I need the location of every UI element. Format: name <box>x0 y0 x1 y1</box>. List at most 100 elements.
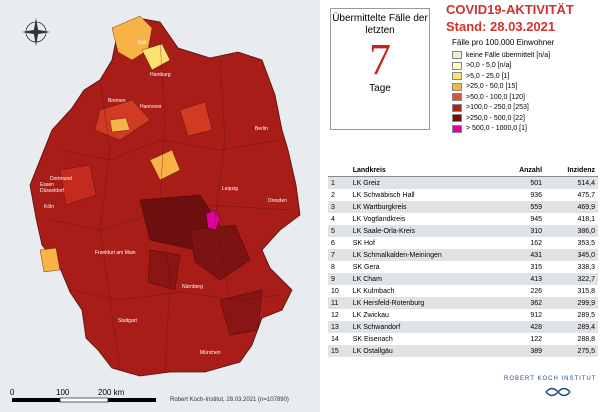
cell-landkreis: LK Wartburgkreis <box>349 201 500 213</box>
scale-label-100: 100 <box>56 388 70 397</box>
legend-item: >25,0 - 50,0 [15] <box>452 82 550 93</box>
cell-anzahl: 559 <box>499 201 546 213</box>
legend-label: >250,0 - 500,0 [22] <box>466 114 525 122</box>
legend-item: >50,0 - 100,0 [120] <box>452 92 550 103</box>
table-row: 5 LK Saale-Orla-Kreis 310 386,0 <box>328 225 598 237</box>
info-text: Übermittelte Fälle der letzten <box>332 13 428 36</box>
germany-map <box>12 15 301 403</box>
cell-inzidenz: 289,4 <box>545 321 598 333</box>
city-label: Nürnberg <box>182 284 203 290</box>
district-lines <box>49 39 291 373</box>
city-label: Hamburg <box>150 72 171 78</box>
legend-item: keine Fälle übermittelt [n/a] <box>452 50 550 61</box>
table-row: 8 SK Gera 315 338,3 <box>328 261 598 273</box>
cell-anzahl: 362 <box>499 297 546 309</box>
table-row: 7 LK Schmalkalden-Meiningen 431 345,0 <box>328 249 598 261</box>
city-label: Leipzig <box>222 186 238 192</box>
cell-anzahl: 431 <box>499 249 546 261</box>
city-label: Bremen <box>108 98 126 104</box>
table-row: 10 LK Kulmbach 226 315,8 <box>328 285 598 297</box>
legend-swatch <box>452 103 462 112</box>
legend-item: >5,0 - 25,0 [1] <box>452 71 550 82</box>
legend-item: > 500,0 - 1000,0 [1] <box>452 124 550 135</box>
cell-anzahl: 315 <box>499 261 546 273</box>
cell-rank: 10 <box>328 285 350 297</box>
cell-rank: 8 <box>328 261 350 273</box>
info-panel: Übermittelte Fälle der letzten 7 Tage CO… <box>326 0 600 412</box>
legend-swatch <box>452 93 462 102</box>
germany-outline <box>29 17 301 377</box>
cell-rank: 12 <box>328 309 350 321</box>
table-row: 6 SK Hof 162 353,5 <box>328 237 598 249</box>
legend-item: >0,0 - 5,0 [n/a] <box>452 61 550 72</box>
cell-rank: 2 <box>328 189 350 201</box>
cell-landkreis: LK Zwickau <box>349 309 500 321</box>
region-mid-5 <box>179 101 213 137</box>
cell-rank: 15 <box>328 345 350 357</box>
region-high-4 <box>147 249 181 291</box>
cell-anzahl: 122 <box>499 333 546 345</box>
cell-inzidenz: 322,7 <box>545 273 598 285</box>
city-label: Dortmund <box>50 176 72 182</box>
cell-rank: 9 <box>328 273 350 285</box>
legend-swatch <box>452 114 462 123</box>
cell-landkreis: LK Cham <box>349 273 500 285</box>
city-label: Kiel <box>138 40 147 46</box>
legend-label: >25,0 - 50,0 [15] <box>466 83 518 91</box>
col-header-inzidenz: Inzidenz <box>545 164 598 177</box>
legend-label: >100,0 - 250,0 [253] <box>466 104 529 112</box>
cell-anzahl: 310 <box>499 225 546 237</box>
cell-rank: 3 <box>328 201 350 213</box>
cell-inzidenz: 338,3 <box>545 261 598 273</box>
region-mid-2 <box>149 149 181 181</box>
table-row: 1 LK Greiz 501 514,4 <box>328 176 598 189</box>
cell-anzahl: 413 <box>499 273 546 285</box>
cell-landkreis: LK Saale-Orla-Kreis <box>349 225 500 237</box>
table-row: 13 LK Schwandorf 428 289,4 <box>328 321 598 333</box>
cell-landkreis: LK Kulmbach <box>349 285 500 297</box>
cell-anzahl: 162 <box>499 237 546 249</box>
cell-rank: 5 <box>328 225 350 237</box>
cell-landkreis: LK Vogtlandkreis <box>349 213 500 225</box>
city-label: München <box>200 350 221 356</box>
legend-swatch <box>452 61 462 70</box>
cell-inzidenz: 275,5 <box>545 345 598 357</box>
table-row: 14 SK Eisenach 122 288,8 <box>328 333 598 345</box>
cell-anzahl: 226 <box>499 285 546 297</box>
cell-inzidenz: 315,8 <box>545 285 598 297</box>
cell-landkreis: SK Gera <box>349 261 500 273</box>
table-row: 9 LK Cham 413 322,7 <box>328 273 598 285</box>
table-body: 1 LK Greiz 501 514,4 2 LK Schwäbisch Hall 936 4… <box>328 176 598 357</box>
region-high-3 <box>219 289 263 336</box>
legend-swatch <box>452 124 462 133</box>
cell-inzidenz: 288,8 <box>545 333 598 345</box>
cell-inzidenz: 469,9 <box>545 201 598 213</box>
cell-inzidenz: 345,0 <box>545 249 598 261</box>
table-row: 2 LK Schwäbisch Hall 936 475,7 <box>328 189 598 201</box>
table-row: 15 LK Ostallgäu 389 275,5 <box>328 345 598 357</box>
legend-label: >0,0 - 5,0 [n/a] <box>466 62 512 70</box>
col-header-landkreis: Landkreis <box>349 164 500 177</box>
cell-inzidenz: 299,9 <box>545 297 598 309</box>
cell-landkreis: LK Hersfeld-Rotenburg <box>349 297 500 309</box>
cell-rank: 14 <box>328 333 350 345</box>
rki-wordmark: ROBERT KOCH INSTITUT <box>504 376 597 382</box>
cell-inzidenz: 418,1 <box>545 213 598 225</box>
city-label: Essen <box>40 182 54 188</box>
legend-label: >5,0 - 25,0 [1] <box>466 72 510 80</box>
region-mid-4 <box>39 247 61 273</box>
map-credit: Robert Koch-Institut, 28.03.2021 (n=1078… <box>170 397 289 403</box>
days-infobox: Übermittelte Fälle der letzten 7 Tage <box>330 8 430 130</box>
cell-landkreis: SK Eisenach <box>349 333 500 345</box>
top-districts-table: Landkreis Anzahl Inzidenz 1 LK Greiz 501 51… <box>328 164 598 357</box>
city-label: Stuttgart <box>118 318 137 324</box>
city-label: Dresden <box>268 198 287 204</box>
page-title: COVID19-AKTIVITÄT <box>446 2 574 17</box>
city-label: Hannover <box>140 104 162 110</box>
table-row: 12 LK Zwickau 912 289,5 <box>328 309 598 321</box>
legend-swatch <box>452 82 462 91</box>
legend-label: >50,0 - 100,0 [120] <box>466 93 525 101</box>
days-label: Tage <box>369 83 391 94</box>
scale-label-0: 0 <box>10 388 15 397</box>
legend-swatch <box>452 51 462 60</box>
